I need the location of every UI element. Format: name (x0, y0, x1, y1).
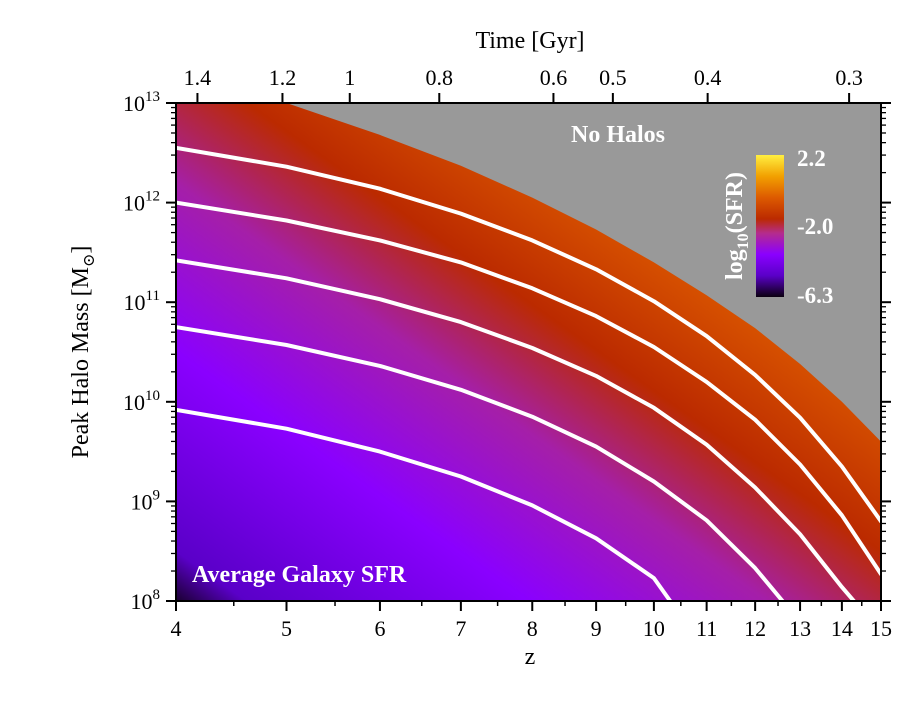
contour-line-4 (176, 200, 881, 577)
contour-line-1 (176, 407, 673, 601)
x-tick-label: 10 (643, 616, 665, 641)
x-tick-label: 9 (591, 616, 602, 641)
x-axis-ticks: 4 5 6 7 8 9 10 11 12 13 14 15 (171, 601, 892, 641)
x-tick-label: 5 (281, 616, 292, 641)
no-halos-region (176, 103, 881, 442)
contour-line-3 (176, 258, 856, 601)
x-tick-label: 4 (171, 616, 182, 641)
top-tick-label: 1 (344, 65, 355, 90)
colorbar-tick-top: 2.2 (797, 146, 826, 171)
y-tick-label: 109 (131, 487, 161, 514)
y-axis-title: Peak Halo Mass [M⊙] (68, 246, 98, 459)
contour-line-5 (176, 145, 881, 524)
y-tick-label: 1012 (123, 189, 160, 216)
colorbar-title: log10(SFR) (722, 172, 752, 280)
contour-line-2 (176, 325, 785, 601)
top-tick-label: 1.2 (269, 65, 297, 90)
x-tick-label: 15 (870, 616, 892, 641)
sfr-contour-lines (176, 145, 881, 601)
colorbar-tick-bottom: -6.3 (797, 283, 833, 308)
no-halos-label: No Halos (571, 122, 665, 148)
x-tick-label: 12 (744, 616, 766, 641)
x-axis-title: z (525, 644, 536, 670)
plot-frame (175, 102, 882, 602)
top-tick-label: 0.6 (540, 65, 568, 90)
x-tick-label: 6 (374, 616, 385, 641)
y-tick-label: 1011 (124, 288, 160, 315)
top-tick-label: 1.4 (184, 65, 212, 90)
colorbar: 2.2 -2.0 -6.3 log10(SFR) (722, 146, 833, 308)
average-galaxy-sfr-label: Average Galaxy SFR (192, 562, 407, 588)
top-tick-label: 0.3 (835, 65, 863, 90)
y-tick-label: 1010 (123, 388, 160, 415)
y-tick-label: 108 (131, 587, 161, 614)
top-tick-label: 0.5 (599, 65, 627, 90)
colorbar-gradient (756, 155, 784, 297)
x-tick-label: 14 (831, 616, 853, 641)
top-axis-title: Time [Gyr] (475, 28, 584, 54)
top-tick-label: 0.8 (426, 65, 454, 90)
colorbar-tick-mid: -2.0 (797, 214, 833, 239)
y-axis-ticks: 108 109 1010 1011 1012 1013 (123, 89, 891, 614)
x-tick-label: 7 (455, 616, 466, 641)
x-tick-label: 13 (789, 616, 811, 641)
top-axis-ticks: 1.4 1.2 1 0.8 0.6 0.5 0.4 0.3 (184, 65, 863, 103)
top-tick-label: 0.4 (694, 65, 722, 90)
x-tick-label: 8 (527, 616, 538, 641)
y-tick-label: 1013 (123, 89, 160, 116)
x-tick-label: 11 (696, 616, 717, 641)
